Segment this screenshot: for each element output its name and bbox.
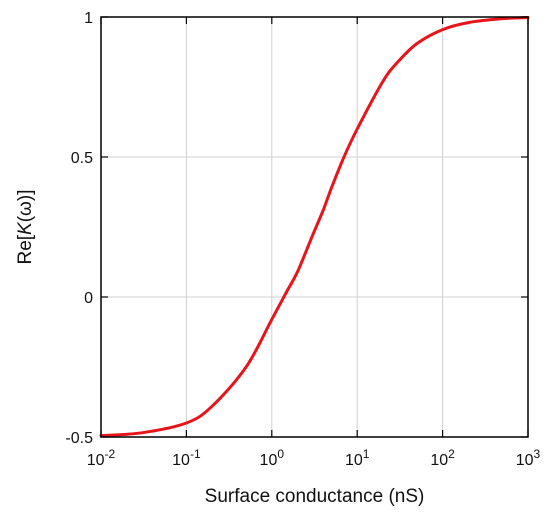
x-tick-label: 100 [260, 447, 285, 469]
series-line [99, 16, 530, 438]
y-tick-label: -0.5 [65, 430, 93, 447]
x-tick-exponent: 0 [277, 447, 284, 461]
x-tick-base: 10 [516, 452, 534, 469]
x-tick-base: 10 [87, 452, 105, 469]
y-tick-label: 1 [84, 10, 93, 27]
x-tick-base: 10 [345, 452, 363, 469]
x-tick-label: 103 [516, 447, 541, 469]
x-axis-label: Surface conductance (nS) [205, 486, 425, 507]
y-axis-label: Re[K(ω)] [15, 189, 36, 264]
x-tick-exponent: 3 [534, 447, 541, 461]
x-tick-label: 10-2 [87, 447, 116, 469]
curve-layer [99, 16, 530, 438]
x-tick-exponent: 2 [448, 447, 455, 461]
x-tick-base: 10 [430, 452, 448, 469]
tick-layer [100, 16, 529, 438]
x-tick-labels: 10-2 10-1 100 101 102 103 [87, 447, 541, 469]
y-tick-label: 0.5 [71, 150, 93, 167]
x-tick-label: 102 [430, 447, 455, 469]
x-tick-exponent: 1 [363, 447, 370, 461]
x-tick-base: 10 [172, 452, 190, 469]
y-tick-labels: 1 0.5 0 -0.5 [65, 10, 93, 447]
x-tick-base: 10 [260, 452, 278, 469]
plot-frame [100, 16, 529, 438]
x-tick-label: 10-1 [172, 447, 201, 469]
x-tick-label: 101 [345, 447, 370, 469]
y-tick-label: 0 [84, 290, 93, 307]
y-axis-label-suffix: (ω)] [15, 189, 36, 222]
x-tick-exponent: -1 [190, 447, 201, 461]
x-tick-exponent: -2 [105, 447, 116, 461]
y-axis-label-prefix: Re[ [15, 234, 36, 264]
y-axis-label-italic: K [15, 221, 36, 235]
